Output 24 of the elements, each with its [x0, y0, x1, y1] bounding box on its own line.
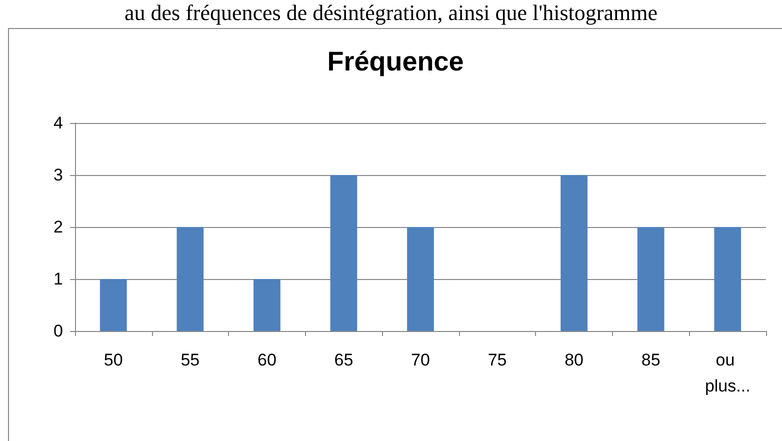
- bar: [560, 175, 588, 331]
- x-tick-label: ou plus...: [704, 350, 750, 396]
- bar: [407, 227, 434, 331]
- bar: [100, 279, 127, 331]
- x-tick-label: 70: [411, 350, 430, 370]
- bar: [330, 175, 358, 331]
- x-tick-label: 60: [257, 350, 276, 370]
- y-tick-label: 3: [54, 166, 63, 184]
- bar: [254, 279, 280, 331]
- x-tick-label: 85: [641, 350, 660, 370]
- x-tick-label: 75: [488, 350, 507, 370]
- text: au des fréquences de désintégration, ainsi que l'histogramme: [123, 0, 659, 26]
- bar: [637, 227, 664, 331]
- y-tick-label: 0: [54, 322, 63, 340]
- bar: [176, 227, 204, 331]
- y-tick-label: 1: [54, 270, 63, 288]
- x-tick-label: 80: [564, 350, 584, 370]
- x-tick-label: 65: [334, 350, 354, 370]
- y-tick-label: 2: [54, 218, 63, 236]
- x-tick-label: 55: [180, 350, 200, 370]
- x-tick-label: 50: [104, 350, 123, 370]
- y-tick-label: 4: [54, 114, 63, 132]
- chart-title: Fréquence: [327, 46, 464, 76]
- bar: [714, 227, 742, 331]
